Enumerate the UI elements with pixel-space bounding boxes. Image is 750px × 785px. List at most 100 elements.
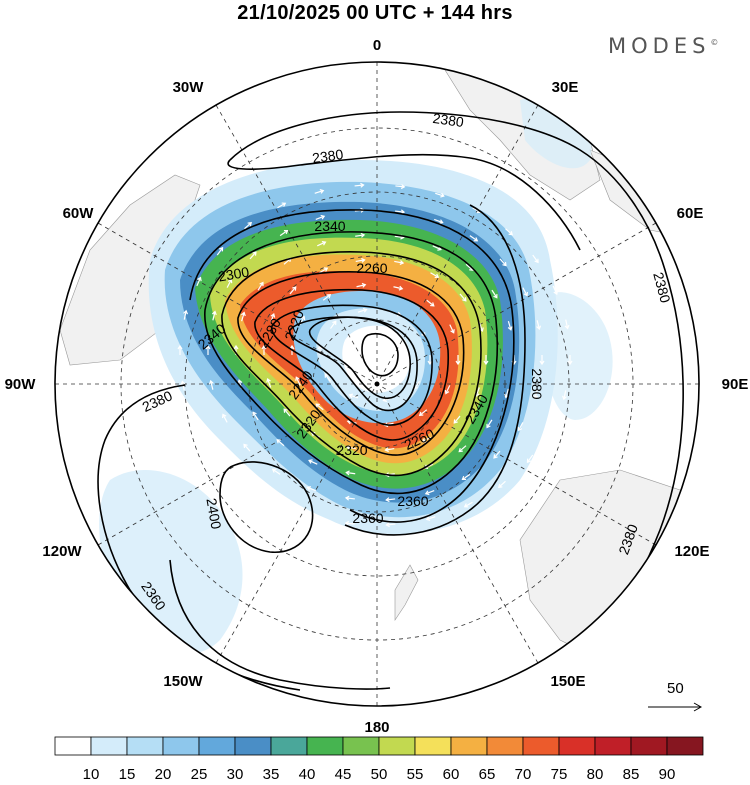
- contour-2280: [254, 288, 449, 441]
- wind-vector-head: [424, 490, 430, 496]
- wind-vector-head: [360, 232, 366, 238]
- contour-2220: [309, 316, 411, 399]
- lon-label-120E: 120E: [674, 543, 709, 560]
- wind-vector-shaft: [453, 415, 461, 424]
- wind-vector-shaft: [536, 320, 540, 330]
- wind-vector-head: [319, 188, 325, 194]
- wind-vector-shaft: [464, 501, 473, 508]
- wind-vector-head: [205, 344, 211, 350]
- wind-vector-head: [323, 267, 329, 272]
- colorbar-swatch: [270, 736, 308, 756]
- wind-vector-head: [383, 422, 389, 428]
- lon-label-150W: 150W: [163, 673, 203, 690]
- wind-vector-shaft: [426, 299, 435, 307]
- wind-vector-head: [385, 497, 390, 503]
- wind-vector-shaft: [491, 289, 498, 299]
- colorbar-label: 15: [119, 766, 136, 783]
- wind-vector-head: [326, 293, 332, 299]
- wind-vector-head: [493, 294, 498, 299]
- wind-vector-head: [324, 373, 329, 378]
- wind-vector-head: [507, 326, 513, 331]
- wind-vector-shaft: [277, 202, 286, 209]
- colorbar-swatch: [198, 736, 236, 756]
- wind-vector-shaft: [249, 251, 257, 260]
- wind-vector-head: [473, 237, 479, 242]
- wind-vector-head: [453, 419, 458, 424]
- wind-vector-head: [177, 344, 183, 350]
- colorbar-label: 50: [371, 766, 388, 783]
- colorbar-label: 10: [83, 766, 100, 783]
- wind-vector-shaft: [419, 409, 428, 416]
- wind-vector-head: [440, 192, 445, 198]
- wind-vector-head: [208, 379, 214, 385]
- vector-reference: 50: [648, 680, 703, 712]
- colorbar: 10 15 20 25 30 35 40 45 50 55 60 65 70 75 80 85 90: [54, 736, 704, 783]
- colorbar-label: 45: [335, 766, 352, 783]
- wind-vector-shaft: [462, 473, 471, 480]
- wind-vector-shaft: [349, 394, 359, 399]
- wind-vector-shaft: [345, 497, 355, 500]
- wind-vector-shaft: [386, 498, 396, 501]
- lon-label-120W: 120W: [42, 543, 82, 560]
- wind-vector-head: [564, 324, 570, 330]
- wind-vector-shaft: [322, 294, 331, 301]
- wind-vector-shaft: [507, 321, 512, 330]
- land-australia: [519, 469, 699, 661]
- wind-vector-shaft: [314, 189, 324, 194]
- colorbar-label: 90: [659, 766, 676, 783]
- wind-vector-shaft: [269, 497, 278, 503]
- land-africa-east: [589, 149, 699, 241]
- wind-vector-head: [197, 276, 202, 282]
- wind-vector-head: [271, 468, 277, 473]
- colorbar-label: 25: [191, 766, 208, 783]
- contour-2340: [204, 231, 499, 495]
- colorbar-label: 80: [587, 766, 604, 783]
- wind-vector-shaft: [565, 319, 569, 329]
- contour-2400: [219, 461, 314, 553]
- wind-vector-head: [283, 229, 289, 235]
- wind-vector-shaft: [395, 210, 405, 213]
- colorbar-swatch: [234, 736, 272, 756]
- wind-vector-head: [237, 474, 242, 479]
- colorbar-swatch: [378, 736, 416, 756]
- map-border: [54, 61, 700, 707]
- wind-vector-head: [315, 403, 320, 408]
- vector-reference-head: [693, 702, 703, 712]
- lon-label-30E: 30E: [552, 79, 579, 96]
- colorbar-label: 60: [443, 766, 460, 783]
- wind-vector-head: [180, 380, 186, 386]
- wind-vector-head: [385, 522, 390, 528]
- wind-vector-shaft: [241, 312, 245, 322]
- wind-vector-head: [455, 360, 461, 366]
- colorbar-swatch: [522, 736, 560, 756]
- wind-vector-shaft: [324, 373, 331, 382]
- wind-vector-head: [502, 261, 507, 267]
- colorbar-swatch: [306, 736, 344, 756]
- wind-vector-shaft: [472, 207, 481, 213]
- contour-label: 2380: [140, 387, 175, 415]
- colorbar-swatch: [342, 736, 380, 756]
- contour-2380-outer: [229, 111, 684, 666]
- wind-vector-shaft: [237, 474, 245, 482]
- wind-vector-shaft: [354, 184, 364, 187]
- wind-vector-shaft: [532, 254, 539, 263]
- wind-vector-head: [259, 281, 264, 287]
- wind-vector-head: [536, 325, 542, 331]
- wind-vector-shaft: [394, 235, 404, 239]
- lon-label-60W: 60W: [63, 205, 95, 222]
- wind-vector-head: [493, 454, 498, 459]
- colorbar-swatch: [90, 736, 128, 756]
- wind-vector-shaft: [526, 454, 534, 463]
- wind-vector-shaft: [469, 235, 478, 242]
- wind-vector-head: [344, 520, 350, 526]
- wind-vector-shaft: [345, 522, 355, 525]
- wind-vector-head: [227, 278, 233, 284]
- wind-vector-shaft: [276, 439, 285, 447]
- colorbar-swatch: [558, 736, 596, 756]
- wind-vector-head: [266, 378, 271, 383]
- wind-vector-shaft: [432, 245, 442, 251]
- wind-vector-shaft: [307, 486, 316, 492]
- lon-label-30W: 30W: [173, 79, 205, 96]
- wind-vector-head: [252, 251, 257, 256]
- wind-vector-shaft: [289, 286, 297, 295]
